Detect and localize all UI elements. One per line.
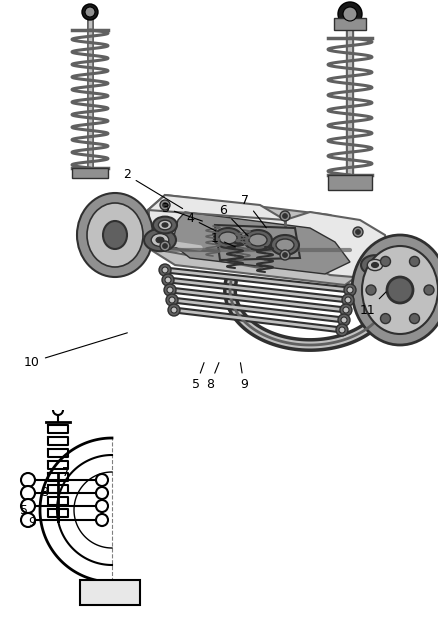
Text: 4: 4 [186, 211, 215, 231]
Ellipse shape [159, 220, 172, 230]
Polygon shape [148, 195, 380, 285]
Circle shape [356, 229, 360, 234]
Circle shape [340, 304, 352, 316]
Circle shape [169, 297, 175, 303]
Text: 5: 5 [192, 363, 204, 391]
Circle shape [387, 277, 413, 303]
Circle shape [381, 257, 391, 267]
Circle shape [21, 499, 35, 513]
Circle shape [96, 474, 108, 486]
Ellipse shape [361, 255, 389, 275]
Circle shape [410, 313, 420, 323]
Polygon shape [334, 18, 366, 30]
Circle shape [21, 473, 35, 487]
Text: 1: 1 [211, 232, 236, 247]
Ellipse shape [103, 221, 127, 249]
Circle shape [160, 241, 170, 251]
Circle shape [283, 252, 287, 257]
Ellipse shape [371, 262, 378, 267]
Polygon shape [285, 212, 390, 278]
Circle shape [424, 285, 434, 295]
Circle shape [85, 7, 95, 17]
Ellipse shape [271, 235, 299, 255]
Ellipse shape [244, 230, 272, 250]
Circle shape [381, 313, 391, 323]
Polygon shape [328, 175, 372, 190]
Circle shape [162, 274, 174, 286]
Text: 7: 7 [62, 467, 70, 480]
Ellipse shape [144, 229, 176, 251]
Circle shape [96, 500, 108, 512]
Polygon shape [215, 225, 300, 260]
Circle shape [21, 513, 35, 527]
Ellipse shape [77, 193, 153, 277]
Circle shape [96, 514, 108, 526]
Ellipse shape [352, 235, 438, 345]
Text: 9: 9 [240, 363, 248, 391]
Text: 3: 3 [161, 201, 202, 221]
Text: 2: 2 [123, 168, 183, 209]
Circle shape [171, 307, 177, 313]
Text: 7: 7 [241, 194, 266, 228]
Circle shape [345, 297, 351, 303]
Ellipse shape [214, 228, 242, 248]
Circle shape [167, 287, 173, 293]
Ellipse shape [367, 259, 383, 270]
Ellipse shape [249, 234, 267, 246]
Circle shape [21, 486, 35, 500]
Polygon shape [80, 580, 140, 605]
Ellipse shape [151, 234, 169, 247]
Circle shape [347, 287, 353, 293]
Ellipse shape [276, 239, 294, 251]
Circle shape [283, 214, 287, 219]
Circle shape [280, 211, 290, 221]
Ellipse shape [153, 217, 177, 234]
Circle shape [366, 285, 376, 295]
Circle shape [96, 487, 108, 499]
Polygon shape [148, 195, 285, 268]
Text: 8: 8 [206, 363, 219, 391]
Text: 6: 6 [219, 204, 248, 236]
Text: 8: 8 [40, 485, 48, 498]
Circle shape [343, 7, 357, 21]
Text: 11: 11 [360, 292, 386, 316]
Ellipse shape [362, 246, 438, 334]
Polygon shape [72, 168, 108, 178]
Circle shape [341, 317, 347, 323]
Text: 10: 10 [24, 333, 127, 368]
Circle shape [162, 202, 167, 207]
Circle shape [82, 4, 98, 20]
Circle shape [280, 250, 290, 260]
Circle shape [53, 405, 63, 415]
Circle shape [410, 257, 420, 267]
Circle shape [164, 284, 176, 296]
Circle shape [168, 304, 180, 316]
Circle shape [342, 294, 354, 306]
Circle shape [160, 200, 170, 210]
Circle shape [166, 294, 178, 306]
Text: 5: 5 [20, 503, 28, 516]
Ellipse shape [156, 237, 164, 243]
Text: 9: 9 [28, 515, 36, 528]
Circle shape [338, 314, 350, 326]
Ellipse shape [162, 223, 168, 227]
Circle shape [339, 327, 345, 333]
Circle shape [344, 284, 356, 296]
Circle shape [162, 267, 168, 273]
Polygon shape [172, 212, 350, 274]
Circle shape [353, 227, 363, 237]
Circle shape [162, 244, 167, 249]
Polygon shape [365, 255, 420, 335]
Circle shape [338, 2, 362, 26]
Circle shape [159, 264, 171, 276]
Circle shape [336, 324, 348, 336]
Ellipse shape [87, 203, 143, 267]
Ellipse shape [219, 232, 237, 244]
Circle shape [165, 277, 171, 283]
Circle shape [343, 307, 349, 313]
